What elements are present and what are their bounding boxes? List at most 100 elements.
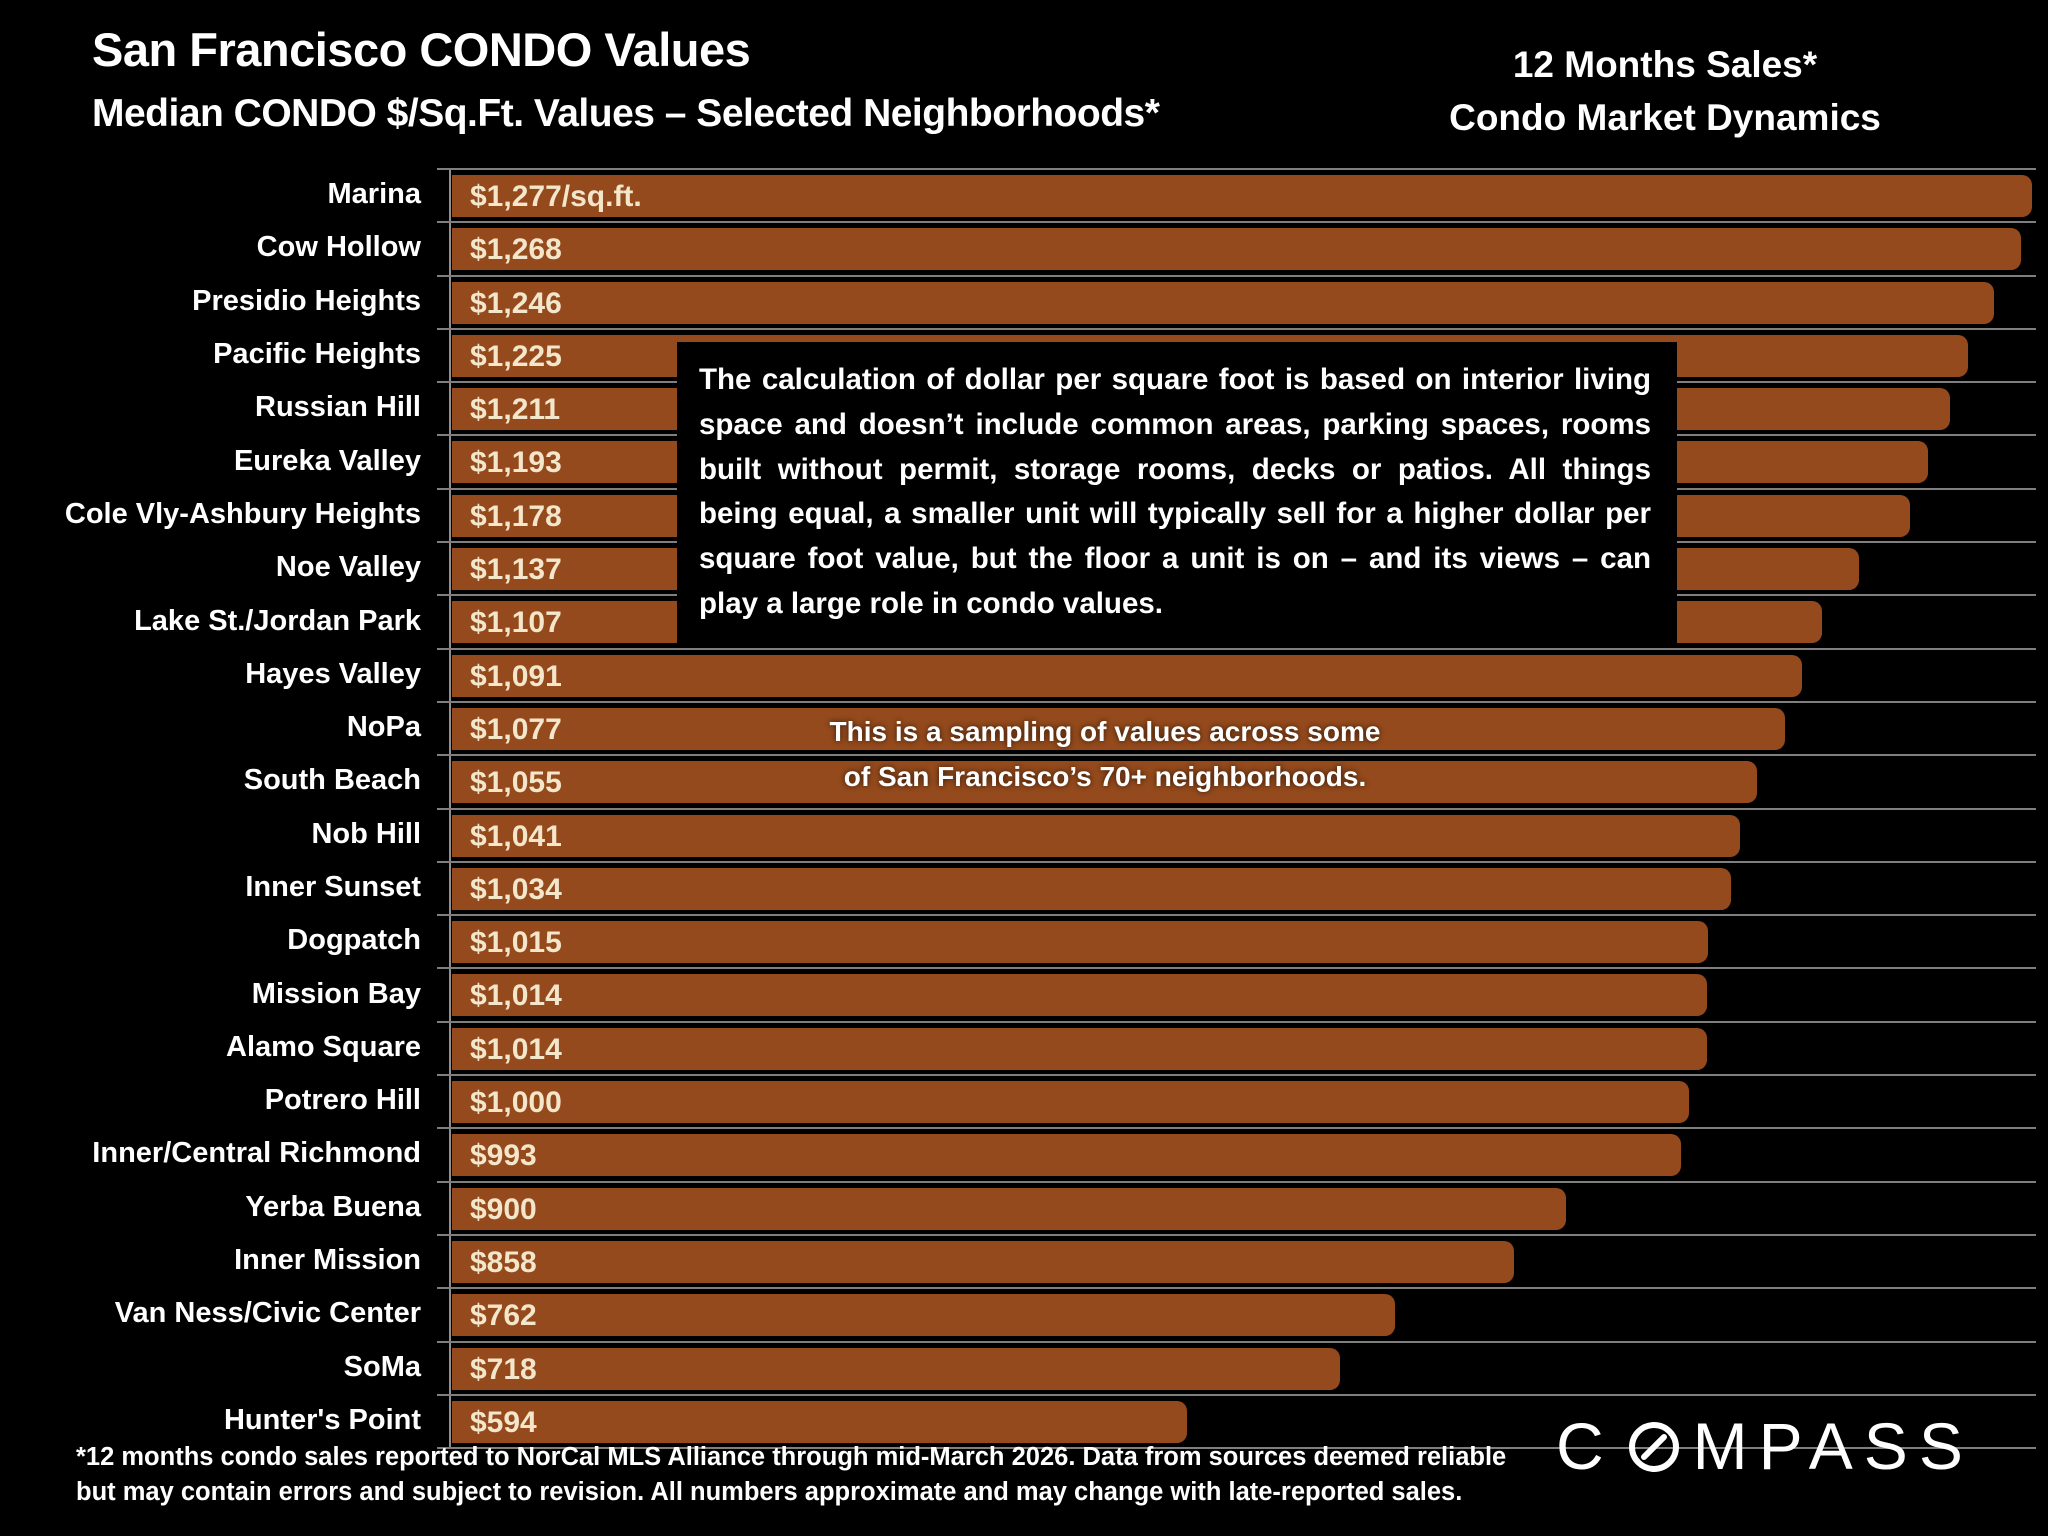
bar-row: Cow Hollow $1,268 (0, 221, 2036, 274)
bar: $1,077 (452, 707, 1785, 750)
right-header: 12 Months Sales* Condo Market Dynamics (1400, 38, 1930, 144)
bar: $1,055 (452, 761, 1757, 804)
bar-value: $1,225 (470, 339, 562, 373)
bar-row: Mission Bay $1,014 (0, 967, 2036, 1020)
compass-logo: C MPASS (1556, 1408, 1974, 1484)
bar-value: $1,268 (470, 233, 562, 267)
bar-row: Inner Sunset $1,034 (0, 860, 2036, 914)
bar-label: Eureka Valley (233, 444, 421, 477)
bar-label: Mission Bay (251, 977, 421, 1010)
bar-label: Inner Sunset (245, 871, 421, 903)
bar-label: Nob Hill (311, 817, 421, 850)
bar-track: $1,034 (437, 860, 2036, 914)
bar: $1,277/sq.ft. (452, 175, 2032, 217)
bar-label: Cow Hollow (256, 231, 421, 264)
bar-value: $1,137 (470, 553, 562, 587)
brand-letters-rest: MPASS (1692, 1409, 1974, 1483)
bar-label: Dogpatch (287, 924, 421, 957)
bar-track: $858 (437, 1233, 2036, 1287)
bar-row: NoPa $1,077 (0, 700, 2036, 754)
bar-track: $1,014 (437, 1020, 2036, 1074)
bar: $1,034 (452, 867, 1731, 910)
bar-track: $594 (437, 1393, 2036, 1447)
bar-row: Inner/Central Richmond $993 (0, 1127, 2036, 1180)
bar-label: Presidio Heights (192, 284, 421, 317)
bar-track: $1,091 (437, 647, 2036, 701)
bar-value: $1,246 (470, 286, 562, 320)
brand-letter-first: C (1556, 1409, 1615, 1483)
bar-label: South Beach (243, 764, 421, 797)
bar: $718 (452, 1347, 1340, 1390)
bar-label: Alamo Square (226, 1030, 421, 1063)
bar-track: $900 (437, 1180, 2036, 1234)
sampling-note-line2: of San Francisco’s 70+ neighborhoods. (843, 760, 1367, 792)
bar: $900 (452, 1187, 1566, 1230)
bar-value: $1,107 (470, 606, 562, 640)
bar-row: Presidio Heights $1,246 (0, 274, 2036, 328)
page-subtitle: Median CONDO $/Sq.Ft. Values – Selected … (92, 92, 1160, 135)
bar-track: $762 (437, 1287, 2036, 1340)
bar-value: $1,211 (470, 393, 561, 427)
bar-track: $1,015 (437, 914, 2036, 967)
bar-value: $1,077 (470, 712, 562, 746)
bar: $1,015 (452, 921, 1708, 964)
bar: $1,000 (452, 1081, 1689, 1124)
bar: $993 (452, 1134, 1681, 1177)
bar-value: $858 (470, 1245, 537, 1279)
bar-track: $993 (437, 1127, 2036, 1180)
bar-value: $1,015 (470, 926, 562, 960)
bar-value: $1,014 (470, 1032, 562, 1066)
bar-label: Russian Hill (255, 391, 421, 424)
bar-value: $718 (470, 1352, 537, 1386)
bar-row: Hayes Valley $1,091 (0, 647, 2036, 701)
bar-row: Inner Mission $858 (0, 1233, 2036, 1287)
bar-value: $1,000 (470, 1086, 562, 1120)
bar: $1,246 (452, 281, 1994, 324)
bar-track: $1,268 (437, 221, 2036, 274)
bar: $1,014 (452, 1027, 1707, 1070)
bar-track: $718 (437, 1340, 2036, 1394)
bar: $594 (452, 1400, 1187, 1443)
bar-track: $1,014 (437, 967, 2036, 1020)
bar-value: $1,041 (470, 819, 562, 853)
bar: $1,041 (452, 814, 1740, 857)
footnote: *12 months condo sales reported to NorCa… (76, 1440, 1536, 1510)
bar-value: $993 (470, 1139, 537, 1173)
bar-row: Van Ness/Civic Center $762 (0, 1287, 2036, 1340)
right-header-line2: Condo Market Dynamics (1449, 97, 1881, 138)
bar-row: Yerba Buena $900 (0, 1180, 2036, 1234)
bar-value: $1,091 (470, 659, 562, 693)
bar-track: $1,041 (437, 807, 2036, 861)
bar: $1,091 (452, 654, 1802, 697)
bar-row: SoMa $718 (0, 1340, 2036, 1394)
bar-value: $1,178 (470, 499, 562, 533)
bar-label: Yerba Buena (245, 1190, 421, 1223)
bar-value: $1,014 (470, 979, 562, 1013)
bar-track: $1,055 (437, 754, 2036, 807)
bar-label: Van Ness/Civic Center (114, 1297, 421, 1330)
bar-value: $1,193 (470, 446, 562, 480)
bar: $762 (452, 1294, 1395, 1337)
bar-label: Noe Valley (275, 551, 421, 584)
bar-track: $1,277/sq.ft. (437, 168, 2036, 221)
bar-label: Potrero Hill (264, 1084, 421, 1117)
bar: $1,268 (452, 228, 2021, 271)
bar-row: Dogpatch $1,015 (0, 914, 2036, 967)
bar-label: Marina (327, 178, 421, 211)
bar: $1,014 (452, 974, 1707, 1017)
bar-track: $1,077 (437, 700, 2036, 754)
compass-o-icon (1626, 1417, 1682, 1475)
bar-row: Potrero Hill $1,000 (0, 1074, 2036, 1127)
page-title: San Francisco CONDO Values (92, 23, 751, 76)
bar-row: Hunter's Point $594 (0, 1393, 2036, 1447)
bar-label: Inner Mission (234, 1244, 421, 1277)
right-header-line1: 12 Months Sales* (1512, 44, 1818, 85)
bar-value: $1,034 (470, 872, 562, 906)
gridline-bottom (437, 1447, 2036, 1449)
footnote-line1: *12 months condo sales reported to NorCa… (76, 1443, 1507, 1471)
bar-label: NoPa (346, 711, 421, 744)
bar-label: Hayes Valley (245, 657, 421, 690)
bar-value: $1,277/sq.ft. (470, 180, 642, 213)
bar-row: Alamo Square $1,014 (0, 1020, 2036, 1074)
